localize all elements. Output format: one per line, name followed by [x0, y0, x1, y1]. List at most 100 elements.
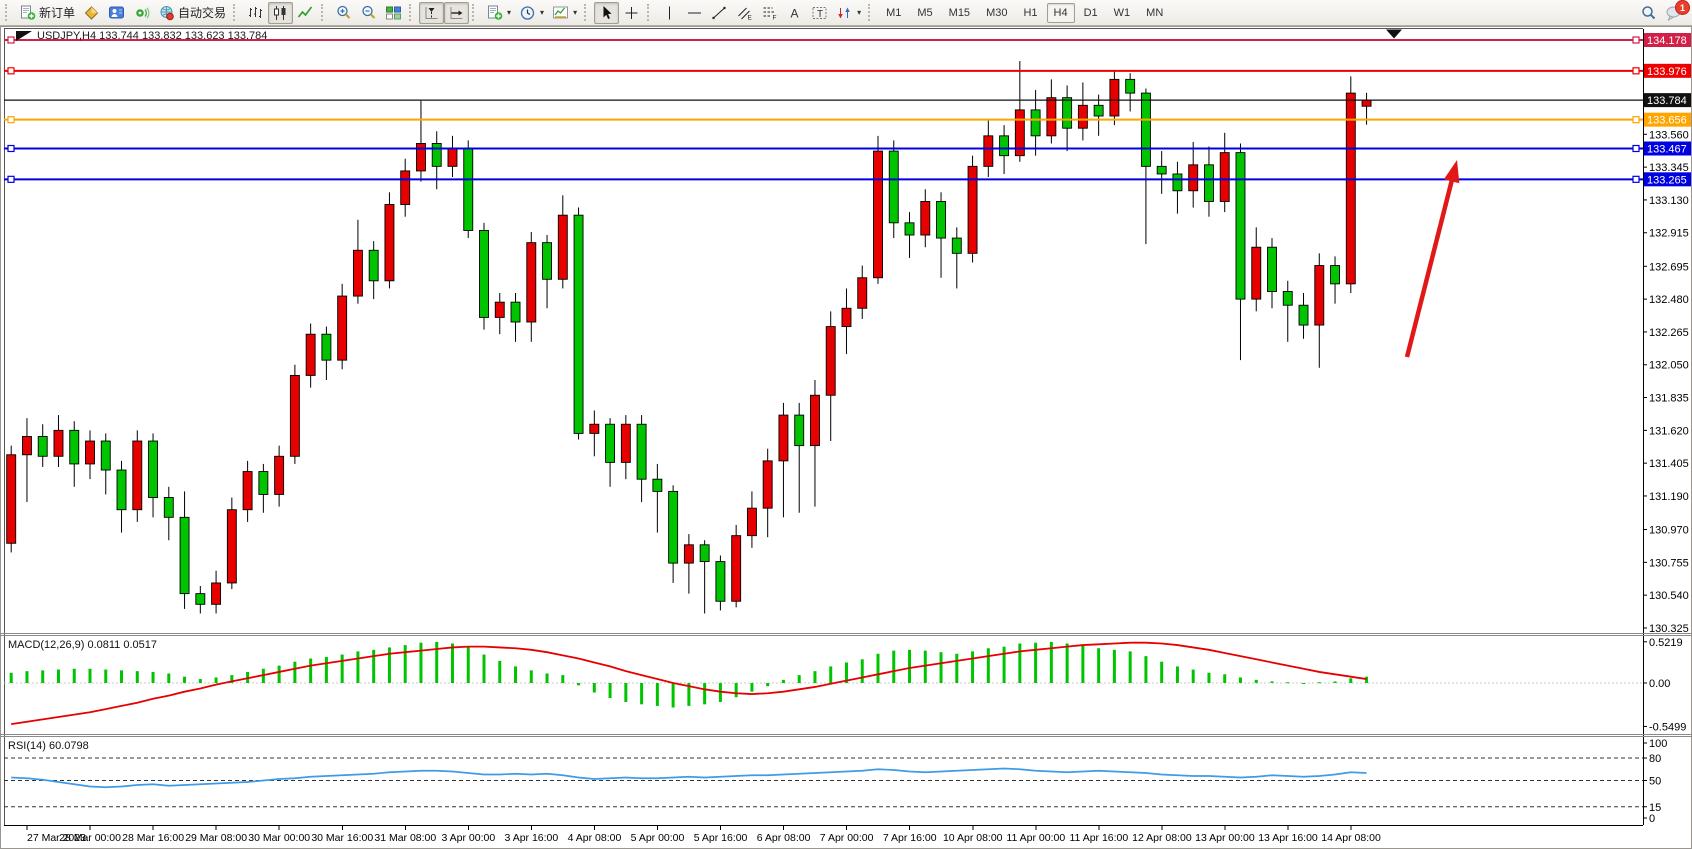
- timeframe-button-m5[interactable]: M5: [917, 6, 933, 19]
- line-chart-button[interactable]: [293, 2, 318, 24]
- svg-text:7 Apr 16:00: 7 Apr 16:00: [883, 832, 937, 844]
- cursor-button[interactable]: [594, 1, 620, 24]
- horizontal-line-133.976[interactable]: 133.976: [4, 63, 1691, 78]
- svg-text:29 Mar 08:00: 29 Mar 08:00: [185, 832, 247, 844]
- svg-text:0.5219: 0.5219: [1649, 637, 1683, 649]
- toolbar-group-grip[interactable]: [472, 4, 478, 21]
- text-label-button[interactable]: T: [807, 2, 832, 24]
- chart-title: USDJPY,H4 133.744 133.832 133.623 133.78…: [37, 30, 268, 42]
- price-axis: 133.560 133.345 133.130 132.915 132.695 132.4…: [1643, 129, 1689, 635]
- price-label: 133.265: [1647, 174, 1687, 186]
- svg-text:14 Apr 08:00: 14 Apr 08:00: [1321, 832, 1381, 844]
- tline-icon: [711, 5, 728, 21]
- price-label-box: [1644, 112, 1691, 127]
- timeframe-button-m15[interactable]: M15: [948, 6, 971, 19]
- down-arrow-marker[interactable]: [1386, 29, 1402, 39]
- svg-text:13 Apr 00:00: 13 Apr 00:00: [1195, 832, 1255, 844]
- svg-text:80: 80: [1649, 753, 1661, 765]
- search-button[interactable]: [1636, 2, 1661, 24]
- timeframe-button-m30[interactable]: M30: [986, 6, 1008, 19]
- horizontal-line-134.178[interactable]: 134.178: [4, 33, 1691, 47]
- plot-frame: [0, 28, 1692, 826]
- timeframe-button-w1[interactable]: W1: [1113, 6, 1131, 19]
- price-label-box: [1644, 63, 1691, 78]
- trendline-button[interactable]: [707, 2, 732, 24]
- zoom-out-button[interactable]: [356, 2, 381, 24]
- equidistant-channel-button[interactable]: E: [732, 2, 757, 24]
- profiles-button[interactable]: ▾: [548, 2, 581, 24]
- bar-chart-button[interactable]: [243, 2, 268, 24]
- new-order-button[interactable]: 新订单: [15, 2, 79, 24]
- zoomout-icon: [360, 5, 377, 21]
- timeframe-button-h4[interactable]: H4: [1046, 2, 1075, 23]
- labelT-icon: T: [811, 5, 828, 21]
- styler-button[interactable]: [79, 2, 104, 24]
- rsi-indicator-label: RSI(14) 60.0798: [8, 740, 89, 752]
- gold-icon: [83, 5, 100, 21]
- zoom-in-button[interactable]: [331, 2, 356, 24]
- horizontal-line-133.656[interactable]: 133.656: [4, 112, 1691, 127]
- clock-icon: [519, 5, 536, 21]
- toolbar-group-grip[interactable]: [584, 4, 590, 21]
- new-chart-button[interactable]: ▾: [482, 2, 515, 24]
- svg-text:132.480: 132.480: [1649, 294, 1689, 306]
- bid-price-line: 133.784: [4, 93, 1691, 108]
- timeframe-button-h1[interactable]: H1: [1023, 6, 1038, 19]
- svg-text:7 Apr 00:00: 7 Apr 00:00: [820, 832, 874, 844]
- svg-text:12 Apr 08:00: 12 Apr 08:00: [1132, 832, 1192, 844]
- tile-windows-button[interactable]: [381, 2, 406, 24]
- toolbar-group-grip[interactable]: [868, 4, 874, 21]
- crosshair-icon: [623, 5, 640, 21]
- new-order-button-label: 新订单: [39, 6, 76, 20]
- svg-text:132.265: 132.265: [1649, 327, 1689, 339]
- toolbar-group-grip[interactable]: [409, 4, 415, 21]
- svg-text:6 Apr 08:00: 6 Apr 08:00: [757, 832, 811, 844]
- chevron-down-icon: ▾: [573, 8, 578, 17]
- crosshair-button[interactable]: [619, 2, 644, 24]
- hline-icon: [686, 5, 703, 21]
- horizontal-line-133.265[interactable]: 133.265: [4, 172, 1691, 187]
- trend-arrow-annotation[interactable]: [1404, 160, 1460, 358]
- price-label: 133.976: [1647, 66, 1687, 78]
- horizontal-line-133.467[interactable]: 133.467: [4, 141, 1691, 156]
- timeframe-button-mn[interactable]: MN: [1146, 6, 1164, 19]
- macd-panel: 0.5219 0.00 -0.5499: [4, 637, 1686, 733]
- price-label-box: [1644, 93, 1691, 108]
- shapes-icon: [836, 5, 853, 21]
- periods-button[interactable]: ▾: [515, 2, 548, 24]
- timeframe-button-d1[interactable]: D1: [1083, 6, 1098, 19]
- one-click-trading-toggle-icon[interactable]: [16, 31, 32, 41]
- toolbar-group-grip[interactable]: [5, 4, 11, 21]
- price-label-box: [1644, 33, 1691, 47]
- notification-badge: 1: [1675, 0, 1690, 15]
- svg-text:31 Mar 08:00: 31 Mar 08:00: [374, 832, 436, 844]
- vertical-line-button[interactable]: [657, 2, 682, 24]
- horizontal-line-button[interactable]: [682, 2, 707, 24]
- zoomin-icon: [335, 5, 352, 21]
- market-watch-button[interactable]: [104, 2, 129, 24]
- text-button[interactable]: A: [782, 2, 807, 24]
- toolbar-group-grip[interactable]: [233, 4, 239, 21]
- svg-text:30 Mar 00:00: 30 Mar 00:00: [248, 832, 310, 844]
- auto-scroll-button[interactable]: [444, 1, 470, 24]
- svg-text:130.325: 130.325: [1649, 623, 1689, 635]
- svg-text:133.130: 133.130: [1649, 195, 1689, 207]
- toolbar-group-grip[interactable]: [647, 4, 653, 21]
- arrows-button[interactable]: ▾: [832, 2, 865, 24]
- svg-text:132.695: 132.695: [1649, 261, 1689, 273]
- chevron-down-icon: ▾: [540, 8, 545, 17]
- svg-text:4 Apr 08:00: 4 Apr 08:00: [568, 832, 622, 844]
- chart-shift-button[interactable]: [419, 1, 445, 24]
- candlestick-chart-button[interactable]: [268, 1, 294, 24]
- notifications-button[interactable]: 1: [1661, 0, 1690, 24]
- broadcast-button[interactable]: [129, 2, 154, 24]
- timeframe-button-m1[interactable]: M1: [886, 6, 902, 19]
- auto-trading-button[interactable]: 自动交易: [154, 2, 230, 24]
- fibonacci-button[interactable]: F: [757, 2, 782, 24]
- svg-text:5 Apr 00:00: 5 Apr 00:00: [631, 832, 685, 844]
- toolbar-group-grip[interactable]: [321, 4, 327, 21]
- svg-text:T: T: [817, 9, 823, 20]
- docplus-icon: [19, 5, 36, 21]
